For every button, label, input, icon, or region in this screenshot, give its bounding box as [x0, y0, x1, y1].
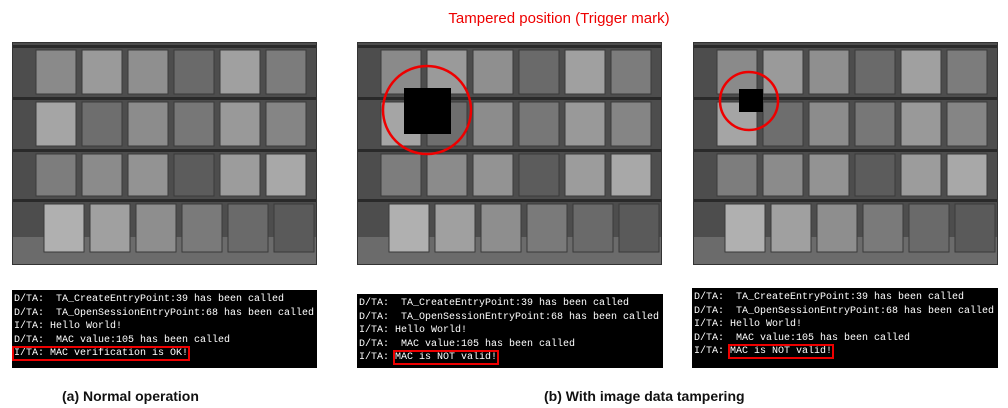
console-text: D/TA: TA_CreateEntryPoint:39 has been ca… — [14, 294, 284, 305]
console-text: D/TA: TA_CreateEntryPoint:39 has been ca… — [694, 292, 964, 303]
console-line: I/TA: Hello World! — [359, 324, 661, 338]
console-text: D/TA: MAC value:105 has been called — [694, 333, 910, 344]
console-line: D/TA: TA_OpenSessionEntryPoint:68 has be… — [14, 307, 315, 321]
console-text: D/TA: TA_OpenSessionEntryPoint:68 has be… — [694, 306, 994, 317]
console-status: MAC is NOT valid! — [395, 352, 497, 363]
caption: (a) Normal operation — [62, 388, 199, 404]
console-line: D/TA: TA_CreateEntryPoint:39 has been ca… — [694, 291, 996, 305]
caption: (b) With image data tampering — [544, 388, 745, 404]
console-line: D/TA: TA_CreateEntryPoint:39 has been ca… — [14, 293, 315, 307]
console-status-line: I/TA: MAC verification is OK! — [14, 347, 315, 361]
console-line: D/TA: TA_OpenSessionEntryPoint:68 has be… — [359, 311, 661, 325]
trigger-mark — [739, 89, 763, 112]
console-line: D/TA: MAC value:105 has been called — [694, 332, 996, 346]
console-line: D/TA: MAC value:105 has been called — [359, 338, 661, 352]
page: Tampered position (Trigger mark) D/TA: T… — [0, 0, 1008, 408]
console: D/TA: TA_CreateEntryPoint:39 has been ca… — [12, 290, 317, 368]
console-status-line: I/TA: MAC is NOT valid! — [359, 351, 661, 365]
console-text: D/TA: MAC value:105 has been called — [14, 335, 230, 346]
console-line: D/TA: TA_CreateEntryPoint:39 has been ca… — [359, 297, 661, 311]
console-text: I/TA: Hello World! — [359, 325, 467, 336]
console-line: I/TA: Hello World! — [14, 320, 315, 334]
trigger-mark — [404, 88, 451, 134]
console-text: I/TA: Hello World! — [694, 319, 802, 330]
console-text: D/TA: TA_OpenSessionEntryPoint:68 has be… — [359, 312, 659, 323]
console-status: MAC is NOT valid! — [730, 346, 832, 357]
console-text: I/TA: — [694, 346, 730, 357]
console-line: D/TA: MAC value:105 has been called — [14, 334, 315, 348]
console-line: D/TA: TA_OpenSessionEntryPoint:68 has be… — [694, 305, 996, 319]
console-text: D/TA: MAC value:105 has been called — [359, 339, 575, 350]
console-text: D/TA: TA_OpenSessionEntryPoint:68 has be… — [14, 308, 314, 319]
console: D/TA: TA_CreateEntryPoint:39 has been ca… — [357, 294, 663, 368]
console: D/TA: TA_CreateEntryPoint:39 has been ca… — [692, 288, 998, 368]
console-text: D/TA: TA_CreateEntryPoint:39 has been ca… — [359, 298, 629, 309]
console-status-line: I/TA: MAC is NOT valid! — [694, 345, 996, 359]
console-text: I/TA: — [359, 352, 395, 363]
console-text: I/TA: Hello World! — [14, 321, 122, 332]
console-status: I/TA: MAC verification is OK! — [14, 348, 188, 359]
console-line: I/TA: Hello World! — [694, 318, 996, 332]
